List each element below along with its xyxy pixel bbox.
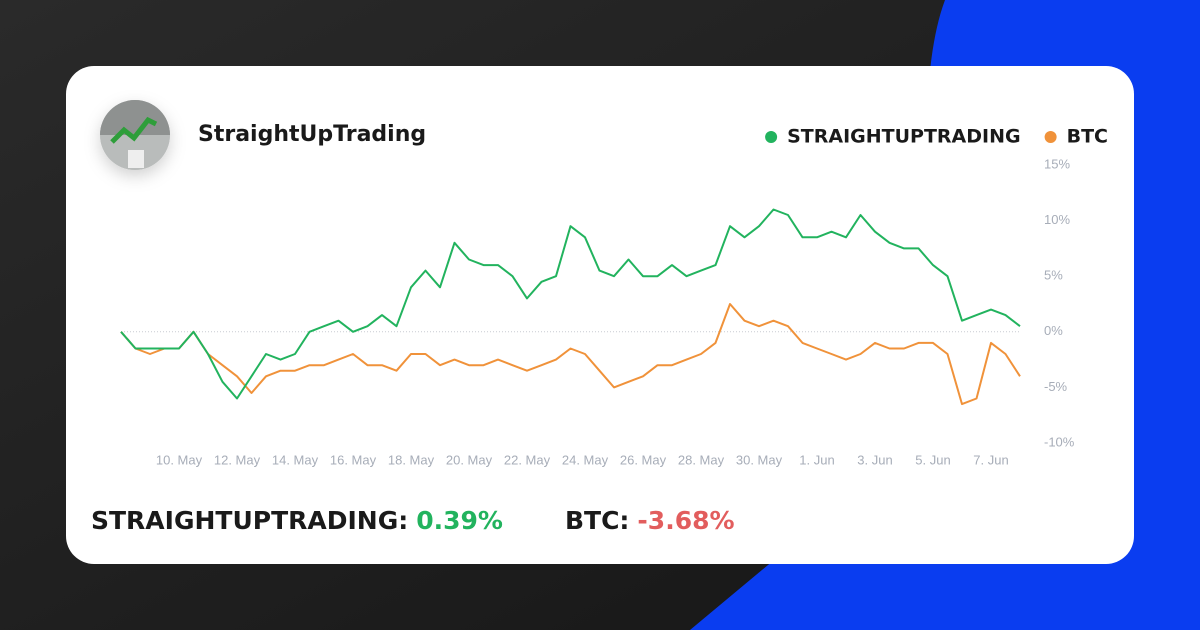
x-tick-label: 24. May [562,452,609,467]
y-tick-label: 10% [1044,212,1070,227]
x-tick-label: 12. May [214,452,261,467]
x-tick-label: 10. May [156,452,203,467]
y-tick-label: 15% [1044,156,1070,171]
legend-marker [1044,131,1057,143]
x-tick-label: 28. May [678,452,725,467]
legend-label: STRAIGHTUPTRADING [787,126,1021,148]
summary-name: BTC: [565,506,629,535]
legend-label: BTC [1067,126,1108,148]
avatar [100,100,170,170]
x-tick-label: 7. Jun [973,452,1008,467]
series-line [120,208,1021,400]
channel-name: StraightUpTrading [198,122,426,147]
x-tick-label: 18. May [388,452,435,467]
y-tick-label: -10% [1044,434,1075,449]
series-line [120,303,1021,406]
x-tick-label: 3. Jun [857,452,892,467]
summary-name: STRAIGHTUPTRADING: [91,506,408,535]
x-tick-label: 22. May [504,452,551,467]
x-tick-label: 20. May [446,452,493,467]
y-tick-label: -5% [1044,379,1068,394]
card [66,66,1134,564]
x-tick-label: 1. Jun [799,452,834,467]
x-tick-label: 14. May [272,452,319,467]
x-tick-label: 26. May [620,452,667,467]
y-tick-label: 0% [1044,323,1063,338]
x-tick-label: 5. Jun [915,452,950,467]
summary-value: 0.39% [416,506,503,535]
summary-value: -3.68% [637,506,734,535]
summary: STRAIGHTUPTRADING: 0.39% BTC: -3.68% [91,506,735,535]
x-tick-label: 16. May [330,452,377,467]
y-tick-label: 5% [1044,268,1063,283]
x-tick-label: 30. May [736,452,783,467]
legend-marker [765,131,778,143]
